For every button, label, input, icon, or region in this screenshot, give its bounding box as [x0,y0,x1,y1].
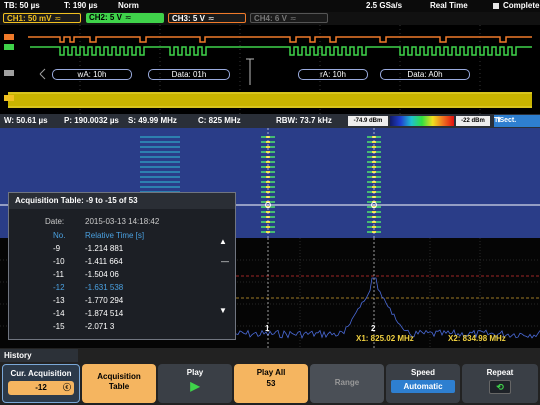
marker-x1-readout: X1: 825.02 MHz [356,334,414,343]
bus-frame-label: wA: 10h [77,70,107,79]
range-button[interactable]: Range [310,364,384,403]
acquisition-row-number[interactable]: -14 [53,309,65,318]
time-section-icon: ⬆ [496,117,502,124]
color-scale-min[interactable]: -74.9 dBm [348,116,388,126]
channel-4-tab[interactable]: CH4: 6 V ≂ [250,13,328,23]
play-icon: ▶ [190,379,200,393]
range-label: Range [334,378,360,387]
play-button[interactable]: Play ▶ [158,364,232,403]
acquisition-row-time[interactable]: -1.874 514 [85,309,124,318]
play-all-count: 53 [266,379,276,388]
coupling-icon: ≂ [54,14,62,23]
repeat-label: Repeat [486,368,514,377]
channel-4-label: CH4: 6 V [254,14,287,23]
top-status-bar: TB: 50 µs T: 190 µs Norm 2.5 GSa/s Real … [0,0,540,12]
acquisition-row-time[interactable]: -1.214 881 [85,244,124,253]
coupling-icon: ≂ [289,14,297,23]
channel-1-tab[interactable]: CH1: 50 mV ≂ [3,13,81,23]
scroll-down-icon[interactable]: ▼ [219,306,227,315]
play-all-button[interactable]: Play All 53 [234,364,308,403]
acquisition-table-text: Acquisition Table [97,372,141,391]
current-acquisition-value-field[interactable]: -12 ⓒ [8,381,74,395]
channel-3-label: CH3: 5 V [172,14,205,23]
window-position[interactable]: P: 190.0032 µs [64,116,119,125]
acquisition-row-number[interactable]: -15 [53,322,65,331]
timebase-readout[interactable]: TB: 50 µs [4,1,40,10]
acquisition-row-number[interactable]: -12 [53,283,65,292]
play-label: Play [186,368,204,377]
date-label: Date: [45,217,65,226]
acquisition-row-time[interactable]: -1.411 664 [85,257,123,266]
bus-frame-write-address[interactable]: wA: 10h [52,69,132,80]
scroll-up-icon[interactable]: ▲ [219,237,227,246]
acquisition-table-button[interactable]: Acquisition Table [82,364,156,403]
bus-frame-data-2[interactable]: Data: A0h [380,69,470,80]
channel-3-tab[interactable]: CH3: 5 V ≂ [168,13,246,23]
column-header-no: No. [53,231,66,240]
current-acquisition-label: Cur. Acquisition [10,369,72,378]
run-status-label: Complete [503,1,540,10]
bus-frame-label: rA: 10h [320,70,346,79]
channel-2-tab[interactable]: CH2: 5 V ≂ [86,13,164,23]
acquisition-row-time[interactable]: -1.770 294 [85,296,124,305]
channel-bar: CH1: 50 mV ≂ CH2: 5 V ≂ CH3: 5 V ≂ CH4: 6 V… [0,12,540,25]
bus-frame-data[interactable]: Data: 01h [148,69,230,80]
acquisition-row-time[interactable]: -1.631 538 [85,283,124,292]
acquisition-row-number[interactable]: -10 [53,257,65,266]
acquisition-table-title: Acquisition Table: -9 to -15 of 53 [9,193,235,209]
current-acquisition-control[interactable]: Cur. Acquisition -12 ⓒ [2,364,80,403]
spectrum-info-bar: W: 50.61 µs P: 190.0032 µs S: 49.99 MHz … [0,114,540,128]
channel-2-label: CH2: 5 V [89,13,122,22]
rotary-knob-icon: ⓒ [63,383,71,392]
current-acquisition-value: -12 [35,383,47,392]
bus-frame-label: Data: 01h [171,70,207,79]
trigger-mode[interactable]: Norm [118,1,139,10]
marker-x2-readout: X2: 834.98 MHz [448,334,506,343]
play-all-label: Play All [256,368,286,377]
sample-rate[interactable]: 2.5 GSa/s [366,1,403,10]
speed-label: Speed [410,368,435,377]
run-status[interactable]: Complete [492,0,539,12]
coupling-icon: ≂ [207,14,215,23]
trigger-time-readout[interactable]: T: 190 µs [64,1,98,10]
waveform-display[interactable]: wA: 10h Data: 01h rA: 10h Data: A0h [0,25,540,114]
acquisition-row-number[interactable]: -9 [53,244,61,253]
speed-control[interactable]: Speed Automatic [386,364,460,403]
center-frequency[interactable]: C: 825 MHz [198,116,241,125]
color-scale-bar [390,116,454,126]
scroll-bar-icon[interactable]: — [221,257,229,266]
acquisition-mode[interactable]: Real Time [430,1,468,10]
repeat-toggle[interactable]: Repeat ⟲ [462,364,538,403]
marker-1-label: 1 [265,324,270,333]
acquisition-table-label: Acquisition Table [82,372,156,392]
rbw-readout[interactable]: RBW: 73.7 kHz [276,116,332,125]
window-width[interactable]: W: 50.61 µs [4,116,48,125]
color-scale-max[interactable]: -22 dBm [456,116,490,126]
column-header-time: Relative Time [s] [85,231,145,240]
repeat-icon: ⟲ [489,380,511,394]
bus-frame-label: Data: A0h [407,70,443,79]
bus-frame-read-address[interactable]: rA: 10h [298,69,368,80]
channel-1-label: CH1: 50 mV [7,14,52,23]
span-readout[interactable]: S: 49.99 MHz [128,116,177,125]
time-section-button[interactable]: ⬆ T.Sect. [494,115,540,127]
acquisition-table-dialog[interactable]: Acquisition Table: -9 to -15 of 53 Date:… [8,192,236,340]
marker-2-label: 2 [371,324,376,333]
acquisition-row-time[interactable]: -2.071 3 [85,322,115,331]
channel-3-trace [28,36,532,43]
run-status-icon [493,3,499,9]
acquisition-row-number[interactable]: -11 [53,270,64,279]
time-section-label: T.Sect. [494,117,517,124]
channel-2-trace [30,46,532,56]
history-menu-title: History [0,349,78,362]
date-value: 2015-03-13 14:18:42 [85,217,160,226]
acquisition-row-number[interactable]: -13 [53,296,65,305]
acquisition-row-time[interactable]: -1.504 06 [85,270,119,279]
coupling-icon: ≂ [124,13,132,22]
waveform-traces [4,25,532,114]
speed-value-field[interactable]: Automatic [391,380,455,393]
